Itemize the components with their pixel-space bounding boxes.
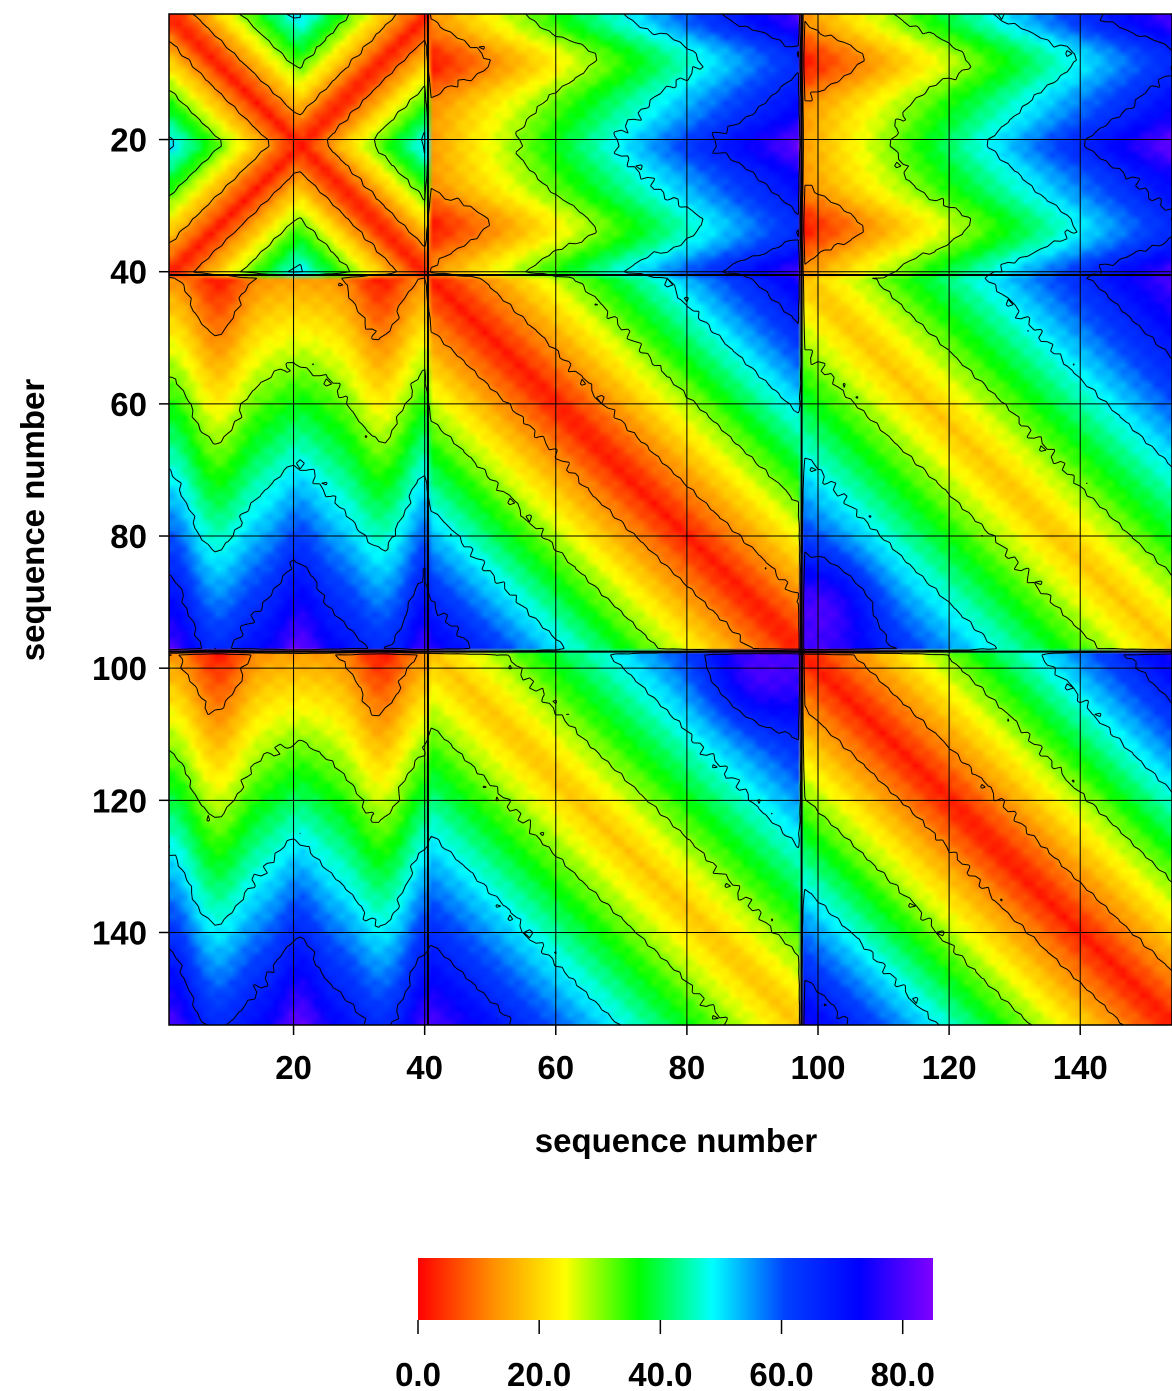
y-axis-title: sequence number	[14, 379, 51, 662]
grid-lines	[169, 14, 1172, 1025]
colorbar-tick-label: 80.0	[871, 1356, 935, 1391]
x-tick-label: 20	[275, 1049, 312, 1086]
colorbar-ticks: 0.0 20.0 40.0 60.0 80.0	[395, 1320, 935, 1391]
x-tick-label: 80	[669, 1049, 706, 1086]
plot-area	[169, 14, 1172, 1025]
x-tick-label: 40	[406, 1049, 443, 1086]
y-tick-label: 140	[92, 914, 147, 951]
x-tick-label: 140	[1053, 1049, 1108, 1086]
y-tick-label: 120	[92, 782, 147, 819]
y-axis-ticks: 20 40 60 80 100 120 140	[92, 122, 169, 951]
heatmap-surface	[169, 14, 1172, 1025]
x-tick-label: 100	[790, 1049, 845, 1086]
x-axis-ticks: 20 40 60 80 100 120 140	[275, 1025, 1108, 1086]
colorbar-tick-label: 60.0	[749, 1356, 813, 1391]
x-tick-label: 120	[922, 1049, 977, 1086]
y-tick-label: 40	[110, 254, 147, 291]
y-tick-label: 80	[110, 518, 147, 555]
y-tick-label: 20	[110, 122, 147, 159]
y-tick-label: 100	[92, 650, 147, 687]
contour-line	[169, 14, 1172, 1025]
colorbar: 0.0 20.0 40.0 60.0 80.0	[395, 1258, 935, 1391]
block-boundaries	[169, 14, 1172, 1025]
colorbar-gradient	[418, 1258, 933, 1320]
plot-frame	[168, 13, 1172, 1026]
y-tick-label: 60	[110, 386, 147, 423]
colorbar-tick-label: 0.0	[395, 1356, 441, 1391]
x-axis-title: sequence number	[535, 1122, 818, 1159]
contour-line	[169, 14, 1172, 1025]
colorbar-tick-label: 20.0	[507, 1356, 571, 1391]
colorbar-tick-label: 40.0	[628, 1356, 692, 1391]
x-tick-label: 60	[537, 1049, 574, 1086]
